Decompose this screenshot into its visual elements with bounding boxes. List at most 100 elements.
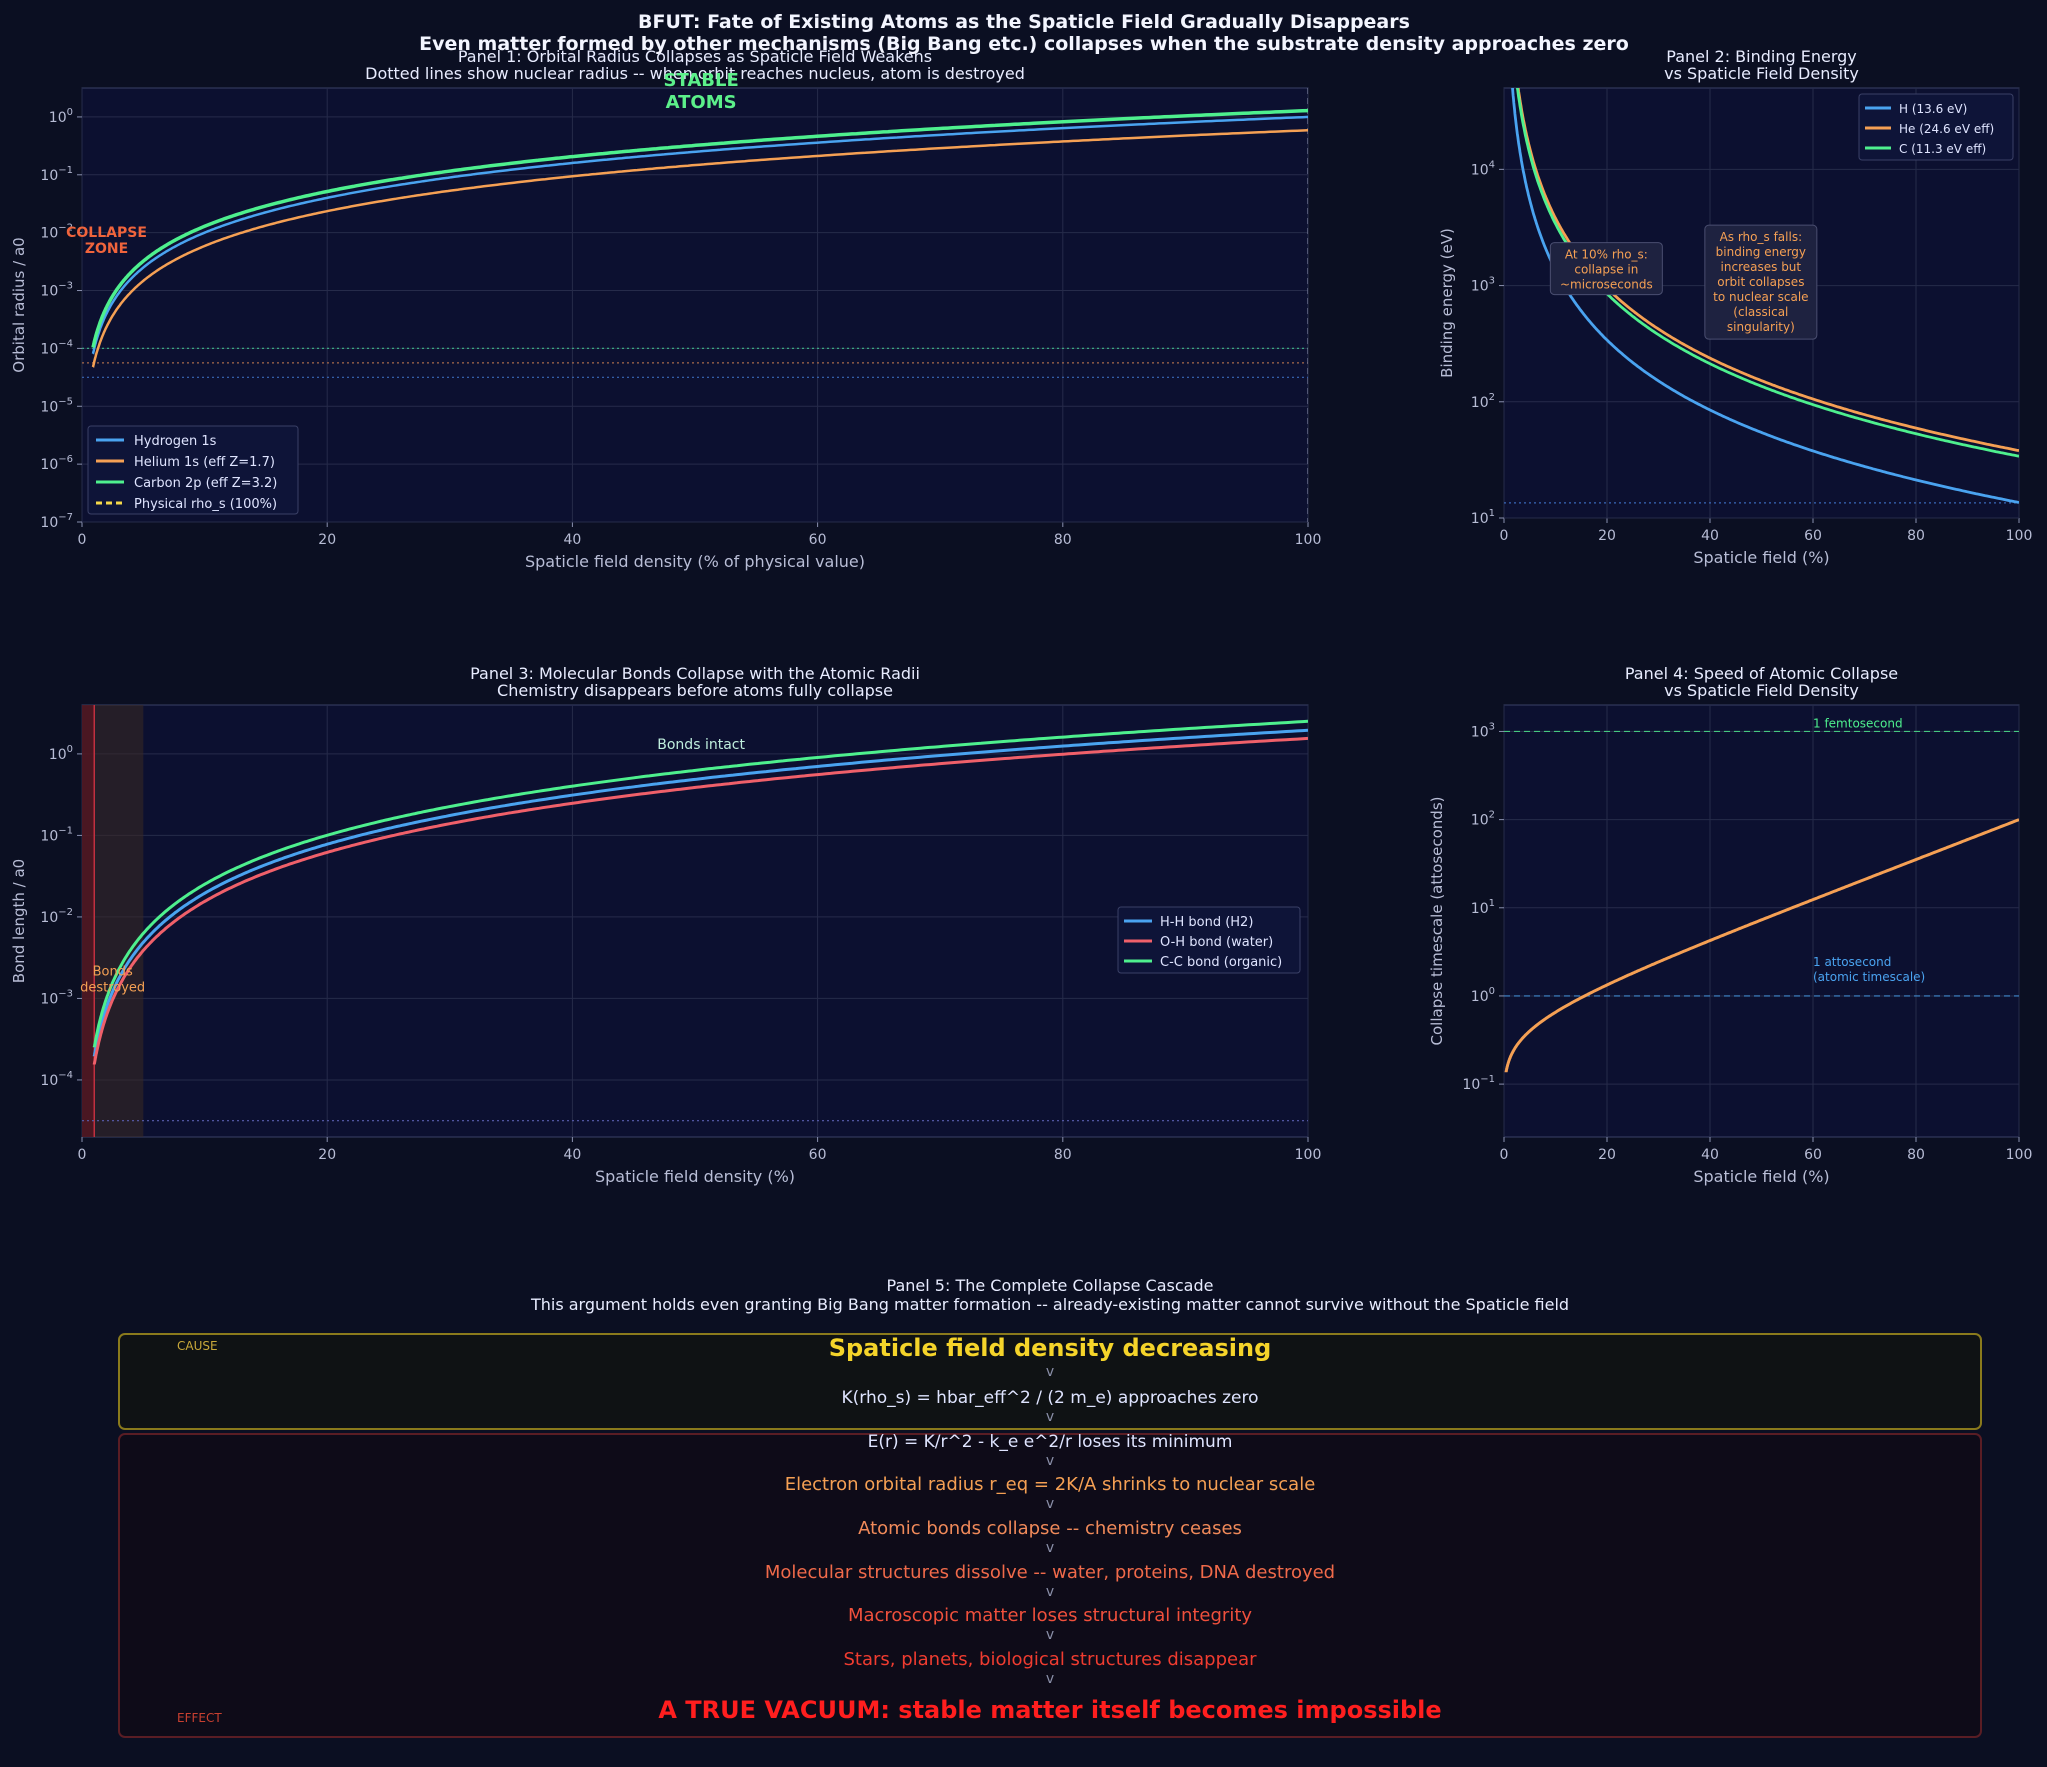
y-tick-label: 102 — [1471, 810, 1495, 829]
plot-content — [82, 705, 1308, 1137]
y-tick-label: 102 — [1471, 392, 1495, 411]
annotation-zone: ZONE — [85, 241, 128, 257]
legend-label: O-H bond (water) — [1160, 935, 1273, 950]
destroyed-core — [82, 705, 95, 1137]
annotation-text: increases but — [1721, 260, 1802, 274]
legend-label: He (24.6 eV eff) — [1899, 122, 1994, 136]
panel-subtitle: Dotted lines show nuclear radius -- when… — [365, 64, 1025, 83]
x-axis-label: Spaticle field density (% of physical va… — [525, 552, 865, 571]
annotation-stable: STABLE — [663, 70, 738, 91]
cascade-step-9: A TRUE VACUUM: stable matter itself beco… — [658, 1696, 1441, 1724]
x-tick-label: 0 — [78, 532, 87, 548]
y-tick-label: 100 — [1471, 986, 1495, 1005]
y-tick-label: 100 — [49, 744, 73, 763]
cascade-step-6: Molecular structures dissolve -- water, … — [765, 1562, 1335, 1583]
legend: Hydrogen 1s Helium 1s (eff Z=1.7) Carbon 2… — [87, 425, 299, 515]
y-tick-label: 10−5 — [40, 396, 73, 415]
panel-panel3: Panel 3: Molecular Bonds Collapse with t… — [10, 664, 1321, 1186]
series-line-o-h — [92, 736, 1308, 1065]
annotation-text: ~microseconds — [1560, 278, 1653, 292]
annotation-text: At 10% rho_s: — [1565, 248, 1648, 262]
cascade-step-8: Stars, planets, biological structures di… — [843, 1649, 1257, 1670]
x-tick-label: 100 — [1295, 1147, 1322, 1163]
x-tick-label: 80 — [1907, 1147, 1925, 1163]
panel5-title: Panel 5: The Complete Collapse Cascade — [887, 1276, 1214, 1295]
legend-box — [1858, 93, 2014, 161]
cascade-arrow: v — [1046, 1671, 1054, 1687]
y-tick-label: 10−6 — [40, 454, 73, 473]
annotation-text: (classical — [1733, 305, 1788, 319]
x-tick-label: 60 — [809, 532, 827, 548]
series-line-c — [1515, 88, 2019, 458]
x-axis-label: Spaticle field (%) — [1693, 548, 1829, 567]
annotation-collapse: COLLAPSE — [66, 225, 147, 241]
annotation-bonds-intact: Bonds intact — [657, 737, 745, 753]
annotation-destroyed: destroyed — [80, 981, 145, 996]
x-tick-label: 0 — [1500, 1147, 1509, 1163]
legend: H-H bond (H2) O-H bond (water) C-C bond (o… — [1117, 906, 1301, 974]
x-tick-label: 100 — [1295, 532, 1322, 548]
y-tick-label: 103 — [1471, 721, 1495, 740]
plot-content — [1504, 88, 2019, 504]
y-tick-label: 10−1 — [1462, 1074, 1495, 1093]
x-tick-label: 0 — [78, 1147, 87, 1163]
x-tick-label: 100 — [2006, 1147, 2033, 1163]
y-tick-label: 10−4 — [40, 338, 73, 357]
collapse-cascade: Panel 5: The Complete Collapse CascadeTh… — [118, 1276, 1982, 1738]
cascade-step-1: Spaticle field density decreasing — [829, 1334, 1272, 1362]
suptitle-line1: BFUT: Fate of Existing Atoms as the Spat… — [638, 11, 1410, 33]
series-line-carbon — [91, 108, 1308, 349]
plot-area — [81, 704, 1309, 1138]
x-tick-label: 20 — [318, 1147, 336, 1163]
annotation-text: to nuclear scale — [1713, 290, 1808, 304]
panel-subtitle: vs Spaticle Field Density — [1664, 681, 1859, 700]
cascade-step-4: Electron orbital radius r_eq = 2K/A shri… — [785, 1474, 1316, 1495]
annotation-text: As rho_s falls: — [1720, 230, 1803, 244]
y-tick-label: 101 — [1471, 508, 1495, 527]
legend-label: Hydrogen 1s — [134, 434, 217, 449]
label-atomic-timescale: (atomic timescale) — [1813, 970, 1925, 984]
series-line-h — [1511, 88, 2019, 504]
legend-box — [1117, 906, 1301, 974]
annotation-frame — [1549, 242, 1663, 296]
panel-panel1: Panel 1: Orbital Radius Collapses as Spa… — [10, 47, 1321, 571]
y-tick-label: 10−3 — [40, 281, 73, 300]
y-tick-label: 10−7 — [40, 512, 73, 531]
panel-title: Panel 2: Binding Energy — [1666, 47, 1856, 66]
cascade-arrow: v — [1046, 1409, 1054, 1425]
legend-label: C-C bond (organic) — [1160, 955, 1282, 970]
effect-box — [118, 1433, 1982, 1738]
label-femtosecond: 1 femtosecond — [1813, 716, 1903, 730]
effect-label: EFFECT — [177, 1711, 222, 1725]
x-tick-label: 40 — [1701, 528, 1719, 544]
y-tick-label: 10−2 — [40, 907, 73, 926]
x-tick-label: 0 — [1500, 528, 1509, 544]
label-attosecond: 1 attosecond — [1813, 955, 1891, 969]
cascade-step-7: Macroscopic matter loses structural inte… — [848, 1605, 1252, 1626]
x-tick-label: 80 — [1054, 532, 1072, 548]
annotation-text: binding energy — [1716, 245, 1806, 259]
x-tick-label: 40 — [563, 1147, 581, 1163]
series-line-hydrogen — [91, 115, 1308, 355]
panel-title: Panel 3: Molecular Bonds Collapse with t… — [470, 664, 920, 683]
annotation-text: singularity) — [1727, 320, 1795, 334]
x-tick-label: 40 — [563, 532, 581, 548]
legend: H (13.6 eV) He (24.6 eV eff) C (11.3 eV ef… — [1858, 93, 2014, 161]
x-tick-label: 100 — [2006, 528, 2033, 544]
y-tick-label: 10−3 — [40, 988, 73, 1007]
y-axis-label: Binding energy (eV) — [1438, 228, 1456, 378]
legend-box — [87, 425, 299, 515]
cascade-arrow: v — [1046, 1627, 1054, 1643]
y-tick-label: 101 — [1471, 898, 1495, 917]
panel-title: Panel 1: Orbital Radius Collapses as Spa… — [458, 47, 932, 66]
panel-subtitle: vs Spaticle Field Density — [1664, 64, 1859, 83]
x-tick-label: 80 — [1054, 1147, 1072, 1163]
cascade-arrow: v — [1046, 1496, 1054, 1512]
y-axis-label: Collapse timescale (attoseconds) — [1428, 797, 1446, 1046]
cascade-arrow: v — [1046, 1453, 1054, 1469]
cascade-arrow: v — [1046, 1364, 1054, 1380]
